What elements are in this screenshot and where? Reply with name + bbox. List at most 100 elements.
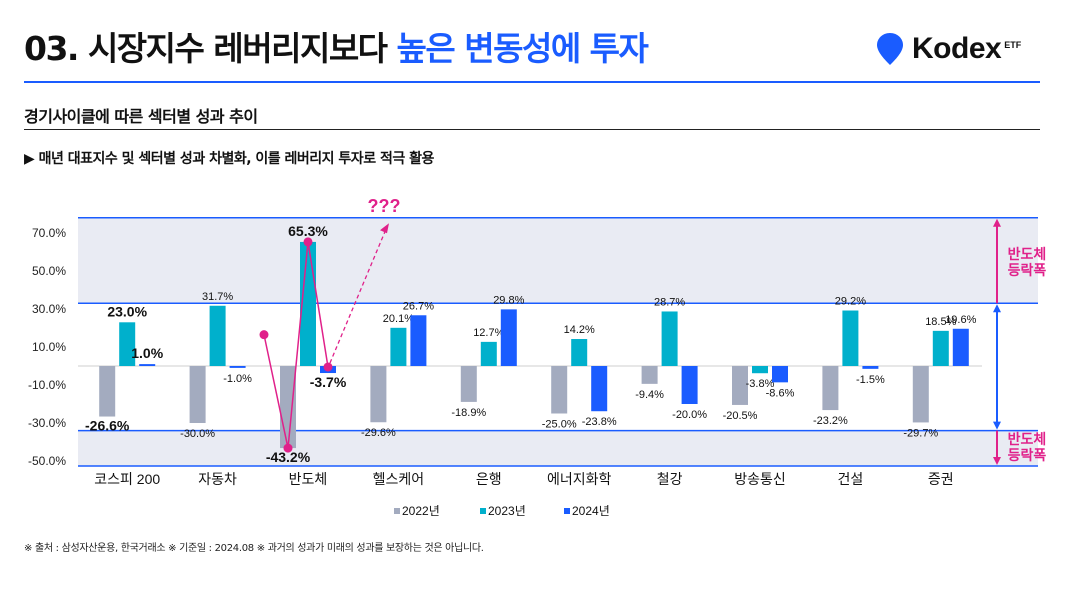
y-tick-label: -50.0% — [28, 454, 66, 468]
bar-2023년-자동차 — [209, 305, 226, 366]
bar-2023년-반도체 — [300, 241, 316, 366]
x-tick-label: 방송통신 — [734, 471, 786, 487]
bar-2023년-철강 — [661, 311, 678, 366]
bar-2023년-코스피 200 — [119, 322, 136, 366]
page-title: 03. 시장지수 레버리지보다 높은 변동성에 투자 — [24, 22, 649, 70]
upper-range-arrow-icon — [993, 218, 1001, 227]
logo-wordmark: Kodex — [912, 32, 1002, 65]
y-tick-label: 30.0% — [32, 302, 66, 316]
kodex-logo: Kodex ETF — [876, 32, 1021, 66]
bar-2023년-방송통신 — [752, 366, 768, 374]
data-label: 19.6% — [945, 314, 976, 326]
data-label: -25.0% — [542, 419, 577, 431]
lower-range-arrow-icon — [993, 456, 1001, 465]
bar-2022년-방송통신 — [732, 366, 748, 405]
band-upper — [78, 217, 1038, 304]
lower-band-label: 반도체 — [1008, 431, 1047, 447]
data-label: 65.3% — [288, 223, 328, 239]
bar-2024년-헬스케어 — [410, 315, 427, 366]
x-tick-label: 자동차 — [198, 471, 237, 487]
projection-arrowhead-icon — [380, 223, 389, 234]
bar-2022년-증권 — [912, 366, 929, 423]
bar-2023년-건설 — [842, 310, 859, 366]
data-label: 29.2% — [835, 296, 866, 308]
bar-2022년-코스피 200 — [99, 366, 116, 417]
data-label: -23.2% — [813, 415, 848, 427]
data-label: 23.0% — [107, 303, 147, 319]
data-label: -20.5% — [723, 410, 758, 422]
data-label: -26.6% — [85, 418, 130, 434]
data-label: -3.7% — [310, 374, 347, 390]
x-tick-label: 은행 — [476, 471, 502, 487]
data-label: -43.2% — [266, 449, 311, 465]
x-tick-label: 에너지화학 — [547, 471, 612, 487]
trend-point — [303, 237, 313, 247]
projection-arrow-line — [329, 228, 387, 364]
data-label: -1.5% — [856, 374, 885, 386]
bar-2024년-코스피 200 — [139, 364, 156, 366]
legend-swatch-2024년 — [564, 508, 570, 514]
data-label: -9.4% — [635, 389, 664, 401]
bar-2023년-헬스케어 — [390, 327, 407, 366]
bar-2024년-철강 — [681, 366, 698, 404]
data-label: -29.6% — [361, 427, 396, 439]
data-label: 12.7% — [473, 327, 504, 339]
upper-band-label: 등락폭 — [1008, 262, 1047, 278]
bar-2024년-은행 — [500, 309, 517, 366]
bar-2024년-에너지화학 — [591, 366, 608, 412]
y-tick-label: 10.0% — [32, 340, 66, 354]
bar-2024년-방송통신 — [772, 366, 788, 383]
bar-2023년-은행 — [480, 341, 497, 366]
x-tick-label: 코스피 200 — [94, 471, 160, 487]
upper-band-label: 반도체 — [1008, 246, 1047, 262]
trend-point — [283, 443, 293, 453]
legend-label: 2024년 — [572, 504, 610, 518]
x-tick-label: 헬스케어 — [373, 471, 425, 487]
projection-label: ??? — [368, 196, 401, 216]
bar-2024년-자동차 — [229, 366, 246, 368]
data-label: 18.5% — [925, 316, 956, 328]
legend-label: 2022년 — [402, 504, 440, 518]
data-label: 28.7% — [654, 296, 685, 308]
band-lower — [78, 430, 1038, 466]
x-tick-label: 증권 — [928, 471, 954, 487]
title-highlight: 높은 변동성에 투자 — [396, 29, 649, 68]
legend-label: 2023년 — [488, 504, 526, 518]
middle-range-arrow-up-icon — [993, 304, 1001, 313]
bar-2022년-자동차 — [189, 366, 206, 423]
middle-range-arrow-down-icon — [993, 421, 1001, 430]
bar-2022년-은행 — [460, 366, 477, 402]
trend-point — [259, 330, 269, 340]
y-tick-label: -30.0% — [28, 416, 66, 430]
bar-2023년-증권 — [932, 330, 949, 366]
bullet-point: ▶ 매년 대표지수 및 섹터별 성과 차별화, 이를 레버리지 투자로 적극 활… — [24, 151, 434, 167]
data-label: 31.7% — [202, 291, 233, 303]
bar-2022년-건설 — [822, 366, 839, 411]
trend-point — [323, 362, 333, 372]
bar-2022년-에너지화학 — [551, 366, 568, 414]
data-label: -3.8% — [746, 378, 775, 390]
data-label: -18.9% — [451, 407, 486, 419]
bar-2022년-헬스케어 — [370, 366, 387, 423]
subtitle-divider — [24, 129, 1040, 130]
bar-2024년-건설 — [862, 366, 879, 369]
logo-etf: ETF — [1004, 40, 1022, 50]
data-label: 14.2% — [564, 324, 595, 336]
data-label: -20.0% — [672, 409, 707, 421]
legend-swatch-2023년 — [480, 508, 486, 514]
x-tick-label: 철강 — [657, 471, 683, 487]
y-tick-label: 70.0% — [32, 226, 66, 240]
footnote: ※ 출처 : 삼성자산운용, 한국거래소 ※ 기준일 : 2024.08 ※ 과… — [24, 543, 484, 554]
data-label: -30.0% — [180, 428, 215, 440]
location-pin-icon — [877, 33, 903, 65]
lower-band-label: 등락폭 — [1008, 447, 1047, 463]
bar-2022년-철강 — [641, 366, 658, 384]
data-label: -1.0% — [223, 373, 252, 385]
data-label: 29.8% — [493, 294, 524, 306]
y-tick-label: 50.0% — [32, 264, 66, 278]
bar-2024년-증권 — [952, 328, 969, 366]
y-tick-label: -10.0% — [28, 378, 66, 392]
semiconductor-trend-line — [263, 241, 329, 449]
bar-2022년-반도체 — [280, 366, 296, 449]
